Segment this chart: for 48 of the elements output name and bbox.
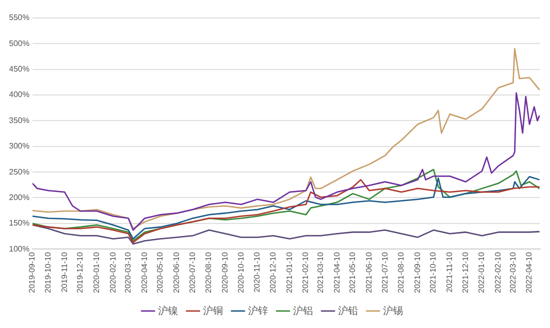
x-tick-label: 2020-06-10 <box>172 252 182 293</box>
x-tick-label: 2020-03-10 <box>124 252 133 293</box>
legend-label: 沪锌 <box>248 304 268 317</box>
x-tick-label: 2021-02-10 <box>301 252 310 293</box>
x-tick-label: 2020-10-10 <box>236 252 246 293</box>
x-tick-label: 2021-06-10 <box>364 252 374 293</box>
x-tick-label: 2022-01-10 <box>477 252 486 293</box>
x-tick-label: 2022-02-10 <box>494 252 503 293</box>
x-tick-label: 2019-12-10 <box>76 252 85 293</box>
x-tick-label: 2020-11-10 <box>252 252 262 292</box>
x-tick-label: 2021-01-10 <box>284 252 294 293</box>
x-tick-label: 2019-10-10 <box>43 252 52 293</box>
x-tick-label: 2021-04-10 <box>332 252 342 293</box>
y-tick-label: 500% <box>8 38 30 48</box>
x-tick-label: 2021-12-10 <box>460 252 470 293</box>
legend-label: 沪锡 <box>383 304 403 317</box>
x-tick-label: 2020-04-10 <box>140 252 149 293</box>
x-tick-label: 2021-09-10 <box>412 252 422 293</box>
y-tick-label: 300% <box>8 142 30 151</box>
legend-label: 沪铜 <box>203 304 223 317</box>
x-tick-label: 2020-02-10 <box>108 252 118 293</box>
y-tick-label: 150% <box>8 218 30 228</box>
x-tick-label: 2020-08-10 <box>204 252 214 293</box>
x-tick-label: 2020-09-10 <box>220 252 230 293</box>
x-tick-label: 2019-11-10 <box>60 252 69 292</box>
x-tick-label: 2020-01-10 <box>92 252 101 293</box>
y-tick-label: 550% <box>8 13 30 22</box>
x-tick-label: 2021-11-10 <box>445 252 454 292</box>
x-tick-label: 2020-05-10 <box>156 252 165 293</box>
x-tick-label: 2019-09-10 <box>28 252 37 293</box>
x-tick-label: 2021-05-10 <box>348 252 358 293</box>
y-tick-label: 350% <box>8 116 30 125</box>
y-tick-label: 450% <box>8 64 30 74</box>
x-tick-label: 2021-03-10 <box>316 252 325 293</box>
legend-label: 沪镍 <box>158 304 178 317</box>
x-tick-label: 2022-03-10 <box>508 252 518 293</box>
y-tick-label: 200% <box>8 192 30 202</box>
x-tick-label: 2021-08-10 <box>396 252 406 293</box>
x-tick-label: 2021-07-10 <box>380 252 390 293</box>
y-tick-label: 250% <box>8 167 30 176</box>
x-tick-label: 2020-07-10 <box>188 252 197 293</box>
legend-label: 沪铅 <box>338 304 358 317</box>
x-tick-label: 2020-12-10 <box>268 252 278 293</box>
legend-label: 沪铝 <box>293 304 313 317</box>
x-tick-label: 2021-10-10 <box>428 252 438 293</box>
y-tick-label: 400% <box>8 90 30 100</box>
x-tick-label: 2022-04-10 <box>524 252 534 293</box>
y-tick-label: 100% <box>8 244 30 254</box>
